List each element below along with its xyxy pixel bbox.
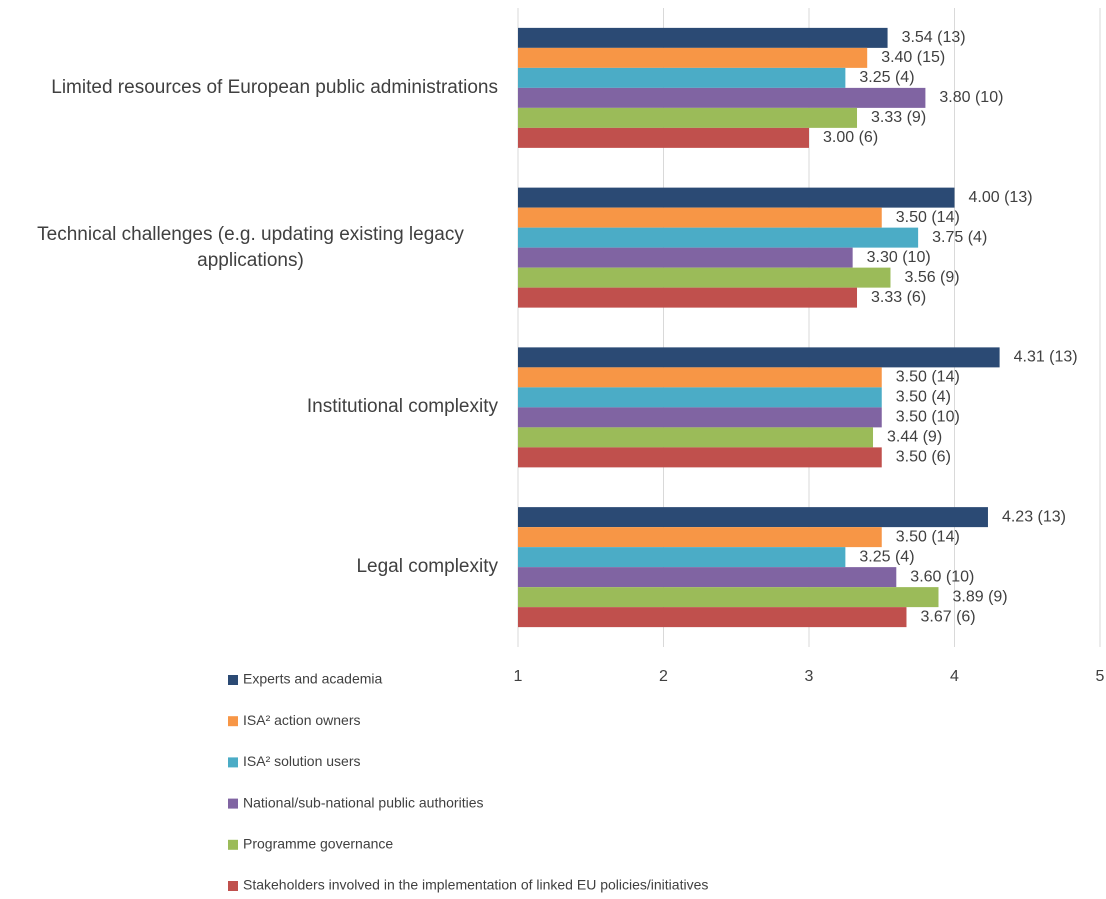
- category-label: Technical challenges (e.g. updating exis…: [3, 222, 498, 274]
- value-label: 3.67 (6): [920, 608, 975, 625]
- category-text: Legal complexity: [356, 556, 498, 578]
- value-label: 3.40 (15): [881, 49, 945, 66]
- bar: [518, 347, 1000, 368]
- value-label: 3.33 (9): [871, 109, 926, 126]
- value-label: 3.50 (14): [896, 528, 960, 545]
- category-label: Limited resources of European public adm…: [3, 75, 498, 101]
- bar: [518, 427, 874, 448]
- value-label: 3.30 (10): [867, 249, 931, 266]
- value-label: 4.31 (13): [1014, 349, 1078, 366]
- bar: [518, 607, 907, 628]
- legend-label: National/sub-national public authorities: [243, 794, 483, 810]
- bar: [518, 447, 882, 468]
- bar: [518, 567, 897, 588]
- legend-swatch: [228, 881, 238, 891]
- legend-label: ISA² action owners: [243, 712, 361, 728]
- value-label: 3.50 (10): [896, 409, 960, 426]
- x-tick-label: 2: [659, 668, 668, 685]
- x-tick-label: 5: [1096, 668, 1105, 685]
- category-label: Institutional complexity: [3, 394, 498, 420]
- value-label: 3.50 (4): [896, 389, 951, 406]
- value-label: 3.25 (4): [859, 69, 914, 86]
- value-label: 3.54 (13): [902, 29, 966, 46]
- category-text: Limited resources of European public adm…: [51, 76, 498, 98]
- legend-label: Programme governance: [243, 836, 393, 852]
- bar: [518, 27, 888, 48]
- bar: [518, 367, 882, 388]
- value-label: 4.00 (13): [969, 189, 1033, 206]
- bar: [518, 227, 919, 248]
- value-label: 3.56 (9): [904, 269, 959, 286]
- x-tick-label: 3: [805, 668, 814, 685]
- category-text: Technical challenges (e.g. updating exis…: [37, 223, 464, 271]
- value-label: 4.23 (13): [1002, 508, 1066, 525]
- value-label: 3.50 (6): [896, 449, 951, 466]
- legend-label: Experts and academia: [243, 671, 383, 687]
- legend-label: ISA² solution users: [243, 753, 361, 769]
- bar: [518, 247, 853, 268]
- legend-swatch: [228, 757, 238, 768]
- bar: [518, 87, 926, 108]
- bar: [518, 527, 882, 548]
- value-label: 3.33 (6): [871, 289, 926, 306]
- legend-swatch: [228, 839, 238, 850]
- legend-swatch: [228, 716, 238, 727]
- legend-swatch: [228, 798, 238, 809]
- x-tick-label: 1: [514, 668, 523, 685]
- bar: [518, 267, 891, 288]
- bar: [518, 127, 809, 148]
- bar: [518, 287, 858, 308]
- value-label: 3.89 (9): [952, 588, 1007, 605]
- category-label: Legal complexity: [3, 554, 498, 580]
- bar: [518, 387, 882, 408]
- value-label: 3.00 (6): [823, 129, 878, 146]
- value-label: 3.25 (4): [859, 548, 914, 565]
- value-label: 3.50 (14): [896, 209, 960, 226]
- value-label: 3.75 (4): [932, 229, 987, 246]
- value-label: 3.44 (9): [887, 429, 942, 446]
- bar: [518, 587, 939, 608]
- bar: [518, 507, 988, 528]
- value-label: 3.60 (10): [910, 568, 974, 585]
- category-text: Institutional complexity: [306, 396, 498, 418]
- bar: [518, 207, 882, 228]
- bar: [518, 407, 882, 428]
- legend-swatch: [228, 675, 238, 685]
- x-tick-label: 4: [950, 668, 959, 685]
- bar: [518, 47, 868, 68]
- value-label: 3.80 (10): [939, 89, 1003, 106]
- legend-label: Stakeholders involved in the implementat…: [243, 877, 708, 893]
- bar: [518, 67, 846, 88]
- bar: [518, 107, 858, 128]
- bar: [518, 187, 955, 208]
- value-label: 3.50 (14): [896, 369, 960, 386]
- bar: [518, 547, 846, 568]
